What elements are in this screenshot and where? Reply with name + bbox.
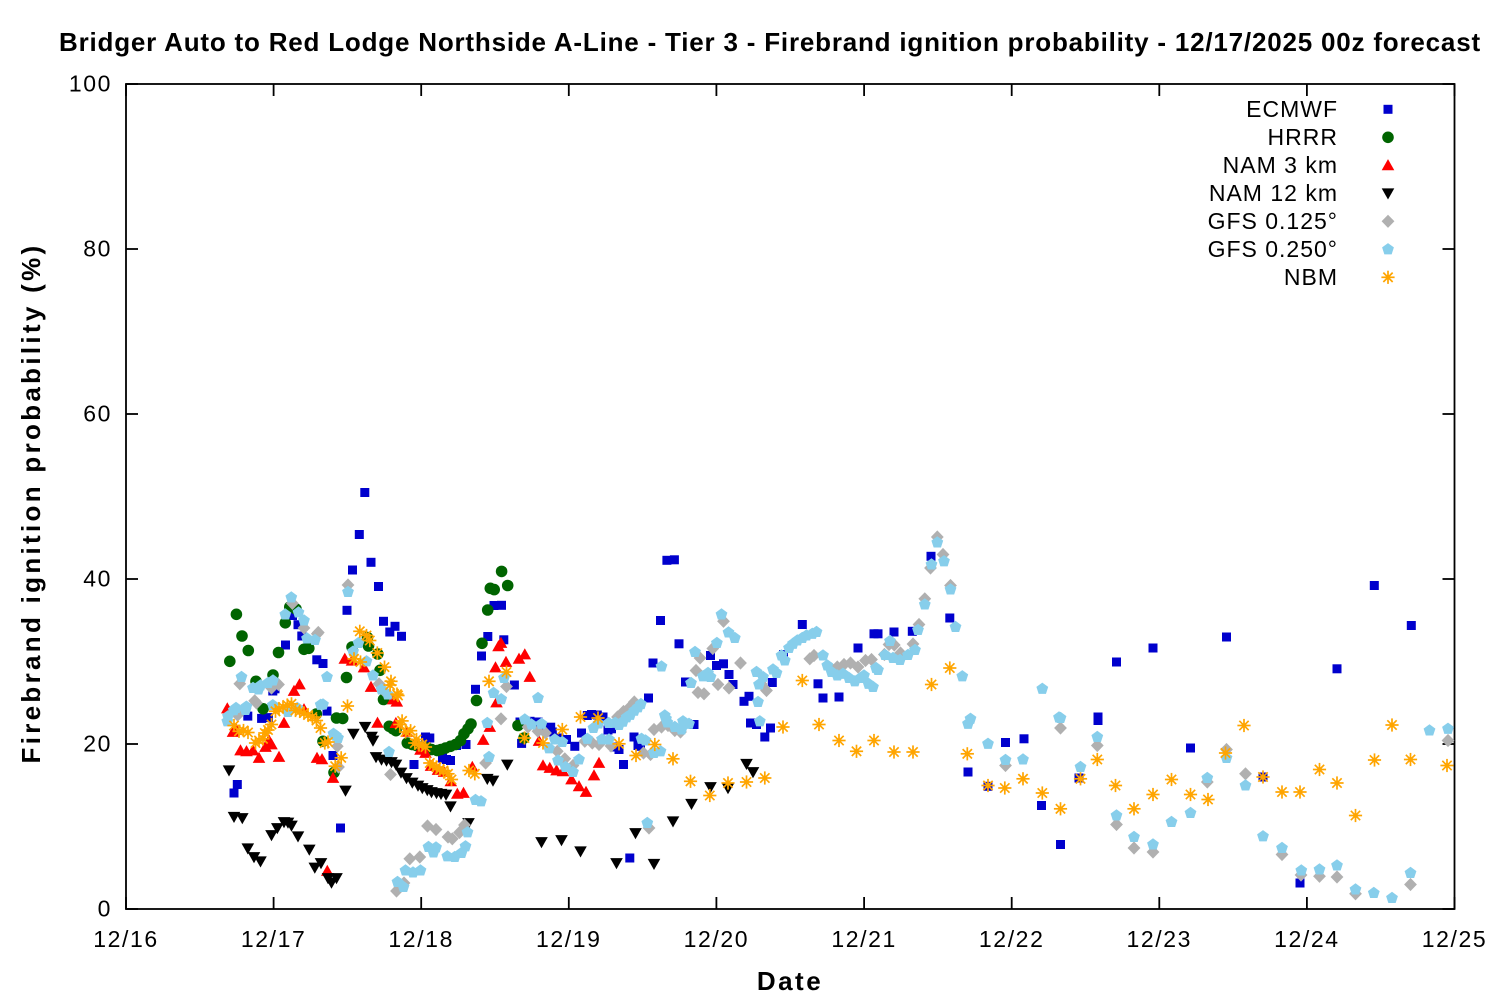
svg-text:GFS 0.250°: GFS 0.250°	[1208, 236, 1338, 262]
svg-text:12/16: 12/16	[93, 926, 159, 952]
svg-text:12/25: 12/25	[1422, 926, 1488, 952]
svg-text:Date: Date	[757, 966, 823, 996]
svg-text:100: 100	[69, 71, 112, 97]
svg-text:80: 80	[83, 236, 112, 262]
svg-text:12/19: 12/19	[536, 926, 602, 952]
svg-text:NAM 12 km: NAM 12 km	[1209, 180, 1338, 206]
svg-text:60: 60	[83, 401, 112, 427]
svg-text:Bridger Auto to Red Lodge Nort: Bridger Auto to Red Lodge Northside A-Li…	[59, 27, 1481, 57]
svg-text:GFS 0.125°: GFS 0.125°	[1208, 208, 1338, 234]
svg-text:NAM 3 km: NAM 3 km	[1223, 152, 1338, 178]
svg-text:12/24: 12/24	[1274, 926, 1340, 952]
svg-text:12/17: 12/17	[241, 926, 307, 952]
svg-text:0: 0	[98, 896, 112, 922]
svg-text:12/23: 12/23	[1127, 926, 1193, 952]
svg-text:12/21: 12/21	[831, 926, 897, 952]
svg-text:12/20: 12/20	[684, 926, 750, 952]
svg-text:HRRR: HRRR	[1268, 124, 1338, 150]
svg-text:40: 40	[83, 566, 112, 592]
svg-text:12/18: 12/18	[388, 926, 454, 952]
svg-text:ECMWF: ECMWF	[1246, 96, 1338, 122]
svg-text:12/22: 12/22	[979, 926, 1045, 952]
svg-text:20: 20	[83, 731, 112, 757]
svg-text:NBM: NBM	[1284, 264, 1338, 290]
svg-text:Firebrand ignition probability: Firebrand ignition probability (%)	[16, 243, 46, 764]
